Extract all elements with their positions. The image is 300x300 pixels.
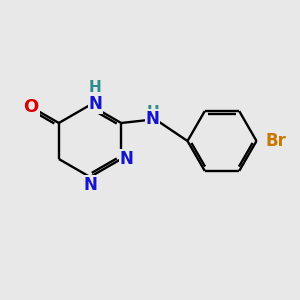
- Text: H: H: [146, 105, 159, 120]
- Text: N: N: [146, 110, 160, 128]
- Text: O: O: [23, 98, 39, 116]
- Text: N: N: [83, 176, 97, 194]
- Text: N: N: [88, 95, 102, 113]
- Text: Br: Br: [266, 132, 286, 150]
- Text: H: H: [88, 80, 101, 95]
- Text: N: N: [120, 150, 134, 168]
